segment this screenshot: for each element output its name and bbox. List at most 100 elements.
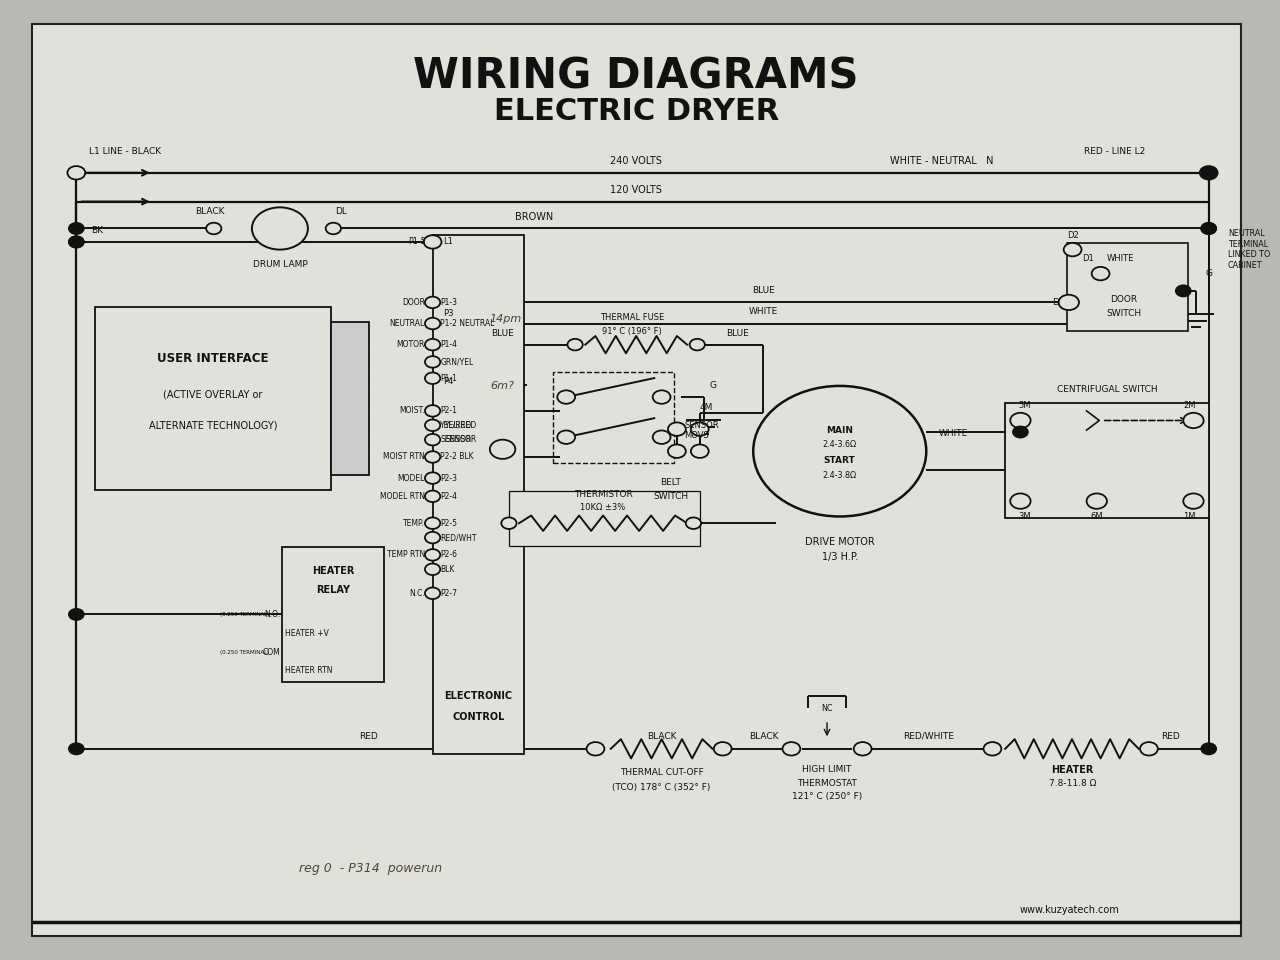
Circle shape — [1012, 426, 1028, 438]
Text: TEMP RTN: TEMP RTN — [387, 550, 425, 560]
Circle shape — [425, 472, 440, 484]
Circle shape — [425, 434, 440, 445]
Text: CONTROL: CONTROL — [452, 712, 504, 722]
Text: BLACK: BLACK — [749, 732, 778, 741]
Text: COM: COM — [262, 648, 280, 657]
Text: BLACK: BLACK — [646, 732, 676, 741]
Bar — [1005, 403, 1208, 518]
Circle shape — [586, 742, 604, 756]
Text: L1 LINE - BLACK: L1 LINE - BLACK — [90, 147, 161, 156]
Text: (ACTIVE OVERLAY or: (ACTIVE OVERLAY or — [164, 390, 262, 399]
Circle shape — [753, 386, 927, 516]
Text: BROWN: BROWN — [516, 212, 553, 222]
Circle shape — [668, 444, 686, 458]
Circle shape — [490, 440, 516, 459]
Circle shape — [425, 564, 440, 575]
Circle shape — [425, 405, 440, 417]
Circle shape — [686, 517, 701, 529]
Text: WHITE: WHITE — [1107, 253, 1134, 263]
Text: 2.4-3.8Ω: 2.4-3.8Ω — [823, 470, 856, 480]
Text: BLK: BLK — [440, 564, 454, 574]
Text: 91° C (196° F): 91° C (196° F) — [603, 326, 662, 336]
Circle shape — [69, 236, 84, 248]
Text: THERMAL FUSE: THERMAL FUSE — [600, 313, 664, 323]
Circle shape — [1201, 167, 1216, 179]
Text: (0.250 TERMINAL): (0.250 TERMINAL) — [220, 612, 270, 617]
Text: YEL/RED: YEL/RED — [440, 420, 472, 430]
Text: SENSOR
MOVS: SENSOR MOVS — [685, 421, 719, 441]
Text: RED/WHT: RED/WHT — [440, 533, 476, 542]
Circle shape — [782, 742, 800, 756]
Text: 3M: 3M — [1018, 512, 1030, 521]
Text: P2-2 BLK: P2-2 BLK — [440, 452, 474, 462]
Circle shape — [424, 235, 442, 249]
Text: P4: P4 — [443, 376, 453, 386]
Circle shape — [1183, 493, 1203, 509]
Text: HEATER: HEATER — [312, 566, 355, 576]
Text: TEMP.: TEMP. — [403, 518, 425, 528]
Text: 6m?: 6m? — [490, 381, 513, 391]
Text: NEUTRAL: NEUTRAL — [389, 319, 425, 328]
Circle shape — [1201, 223, 1216, 234]
Text: N.O.: N.O. — [264, 610, 280, 619]
Text: RELAY: RELAY — [316, 586, 351, 595]
Circle shape — [425, 297, 440, 308]
Text: 7.8-11.8 Ω: 7.8-11.8 Ω — [1048, 779, 1096, 788]
Bar — [509, 491, 700, 546]
Circle shape — [1201, 223, 1216, 234]
Text: 2.4-3.6Ω: 2.4-3.6Ω — [823, 440, 856, 449]
Circle shape — [425, 420, 440, 431]
Circle shape — [557, 391, 575, 404]
Circle shape — [653, 391, 671, 404]
Circle shape — [425, 356, 440, 368]
Text: MOIST.: MOIST. — [399, 406, 425, 416]
Circle shape — [1199, 166, 1217, 180]
Text: RED - LINE L2: RED - LINE L2 — [1084, 147, 1146, 156]
Circle shape — [425, 549, 440, 561]
Circle shape — [854, 742, 872, 756]
Circle shape — [714, 742, 732, 756]
Text: SENSOR: SENSOR — [440, 435, 471, 444]
Text: DL: DL — [335, 206, 347, 216]
Circle shape — [68, 166, 86, 180]
Bar — [1068, 243, 1188, 331]
Text: D1: D1 — [1083, 253, 1094, 263]
Circle shape — [691, 444, 709, 458]
Circle shape — [425, 588, 440, 599]
Text: DRUM LAMP: DRUM LAMP — [252, 260, 307, 270]
Text: G: G — [709, 381, 716, 390]
Text: WHITE: WHITE — [749, 307, 778, 317]
Circle shape — [1183, 413, 1203, 428]
Text: MODEL: MODEL — [398, 473, 425, 483]
Text: P1-2 NEUTRAL: P1-2 NEUTRAL — [440, 319, 495, 328]
Circle shape — [252, 207, 308, 250]
Circle shape — [653, 430, 671, 444]
Text: 121° C (250° F): 121° C (250° F) — [792, 792, 863, 802]
Text: NC: NC — [822, 704, 833, 713]
Text: MOIST RTN: MOIST RTN — [383, 452, 425, 462]
Text: DOOR: DOOR — [402, 298, 425, 307]
Text: 10KΩ ±3%: 10KΩ ±3% — [580, 503, 626, 513]
Text: WHITE: WHITE — [940, 429, 968, 439]
Circle shape — [325, 223, 340, 234]
Text: SENSOR: SENSOR — [445, 435, 476, 444]
Circle shape — [425, 339, 440, 350]
Text: 14pm: 14pm — [490, 314, 522, 324]
Circle shape — [983, 742, 1001, 756]
Circle shape — [1064, 243, 1082, 256]
Bar — [433, 235, 525, 754]
Text: DOOR: DOOR — [1110, 295, 1137, 304]
Text: RED: RED — [1161, 732, 1180, 741]
Text: P2-4: P2-4 — [440, 492, 457, 501]
Text: DRIVE MOTOR: DRIVE MOTOR — [805, 538, 874, 547]
Circle shape — [1087, 493, 1107, 509]
Text: HEATER: HEATER — [1051, 765, 1094, 775]
Text: ELECTRIC DRYER: ELECTRIC DRYER — [494, 97, 778, 126]
Circle shape — [69, 609, 84, 620]
Circle shape — [69, 223, 84, 234]
Text: THERMOSTAT: THERMOSTAT — [797, 779, 858, 788]
Circle shape — [567, 339, 582, 350]
Text: ELECTRONIC: ELECTRONIC — [444, 691, 512, 701]
Text: SWITCH: SWITCH — [1106, 309, 1140, 319]
Text: ALTERNATE TECHNOLOGY): ALTERNATE TECHNOLOGY) — [148, 420, 278, 431]
